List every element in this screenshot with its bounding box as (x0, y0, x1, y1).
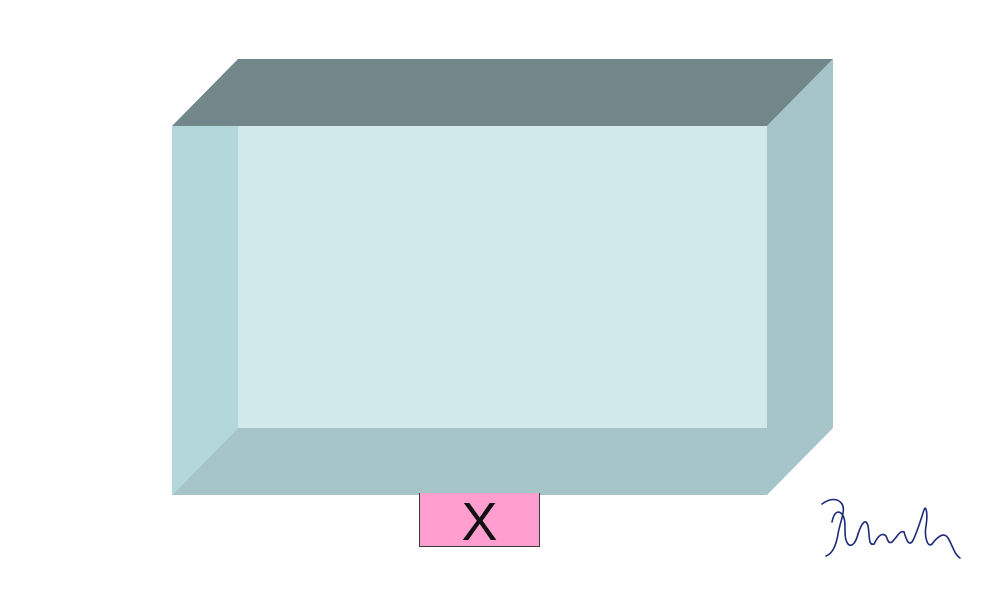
box-bottom-bevel (172, 428, 767, 495)
box-left-bevel (172, 126, 238, 495)
box-label-text: X (461, 493, 498, 547)
box-label-tag: X (419, 493, 540, 547)
box-front-face (238, 126, 767, 428)
box-right-face (767, 59, 833, 495)
handwritten-signature-icon (821, 498, 961, 559)
box-top-face (172, 59, 833, 126)
